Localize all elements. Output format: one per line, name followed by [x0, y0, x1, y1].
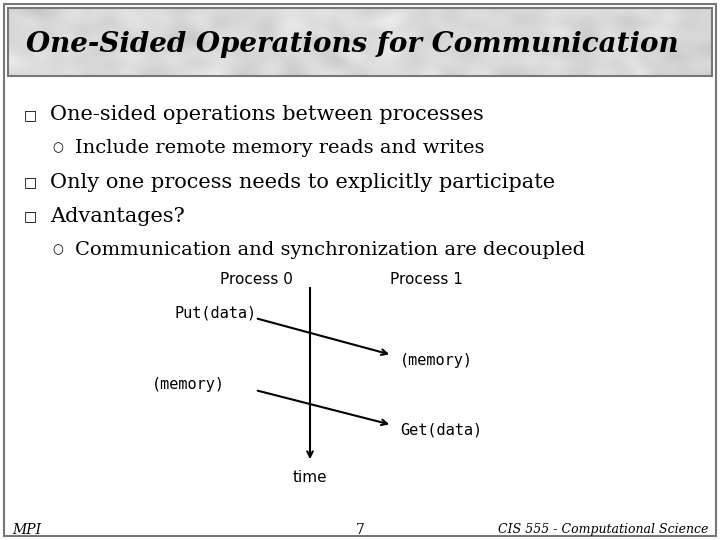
Text: Include remote memory reads and writes: Include remote memory reads and writes: [75, 139, 485, 157]
Text: MPI: MPI: [12, 523, 41, 537]
Text: Process 1: Process 1: [390, 273, 463, 287]
Text: (memory): (memory): [152, 377, 225, 393]
Text: Put(data): Put(data): [175, 306, 257, 321]
Text: □: □: [24, 175, 37, 189]
Text: Get(data): Get(data): [400, 422, 482, 437]
Text: One-sided operations between processes: One-sided operations between processes: [50, 105, 484, 125]
Text: ○: ○: [53, 141, 63, 154]
Text: Process 0: Process 0: [220, 273, 293, 287]
Text: Only one process needs to explicitly participate: Only one process needs to explicitly par…: [50, 172, 555, 192]
Text: Communication and synchronization are decoupled: Communication and synchronization are de…: [75, 241, 585, 259]
Text: □: □: [24, 209, 37, 223]
Text: time: time: [293, 469, 328, 484]
Text: ○: ○: [53, 244, 63, 256]
Text: One-Sided Operations for Communication: One-Sided Operations for Communication: [26, 30, 679, 57]
Text: □: □: [24, 108, 37, 122]
Bar: [8, 8, 712, 76]
Text: 7: 7: [356, 523, 364, 537]
Text: Advantages?: Advantages?: [50, 206, 185, 226]
Text: (memory): (memory): [400, 353, 473, 368]
Text: CIS 555 - Computational Science: CIS 555 - Computational Science: [498, 523, 708, 537]
